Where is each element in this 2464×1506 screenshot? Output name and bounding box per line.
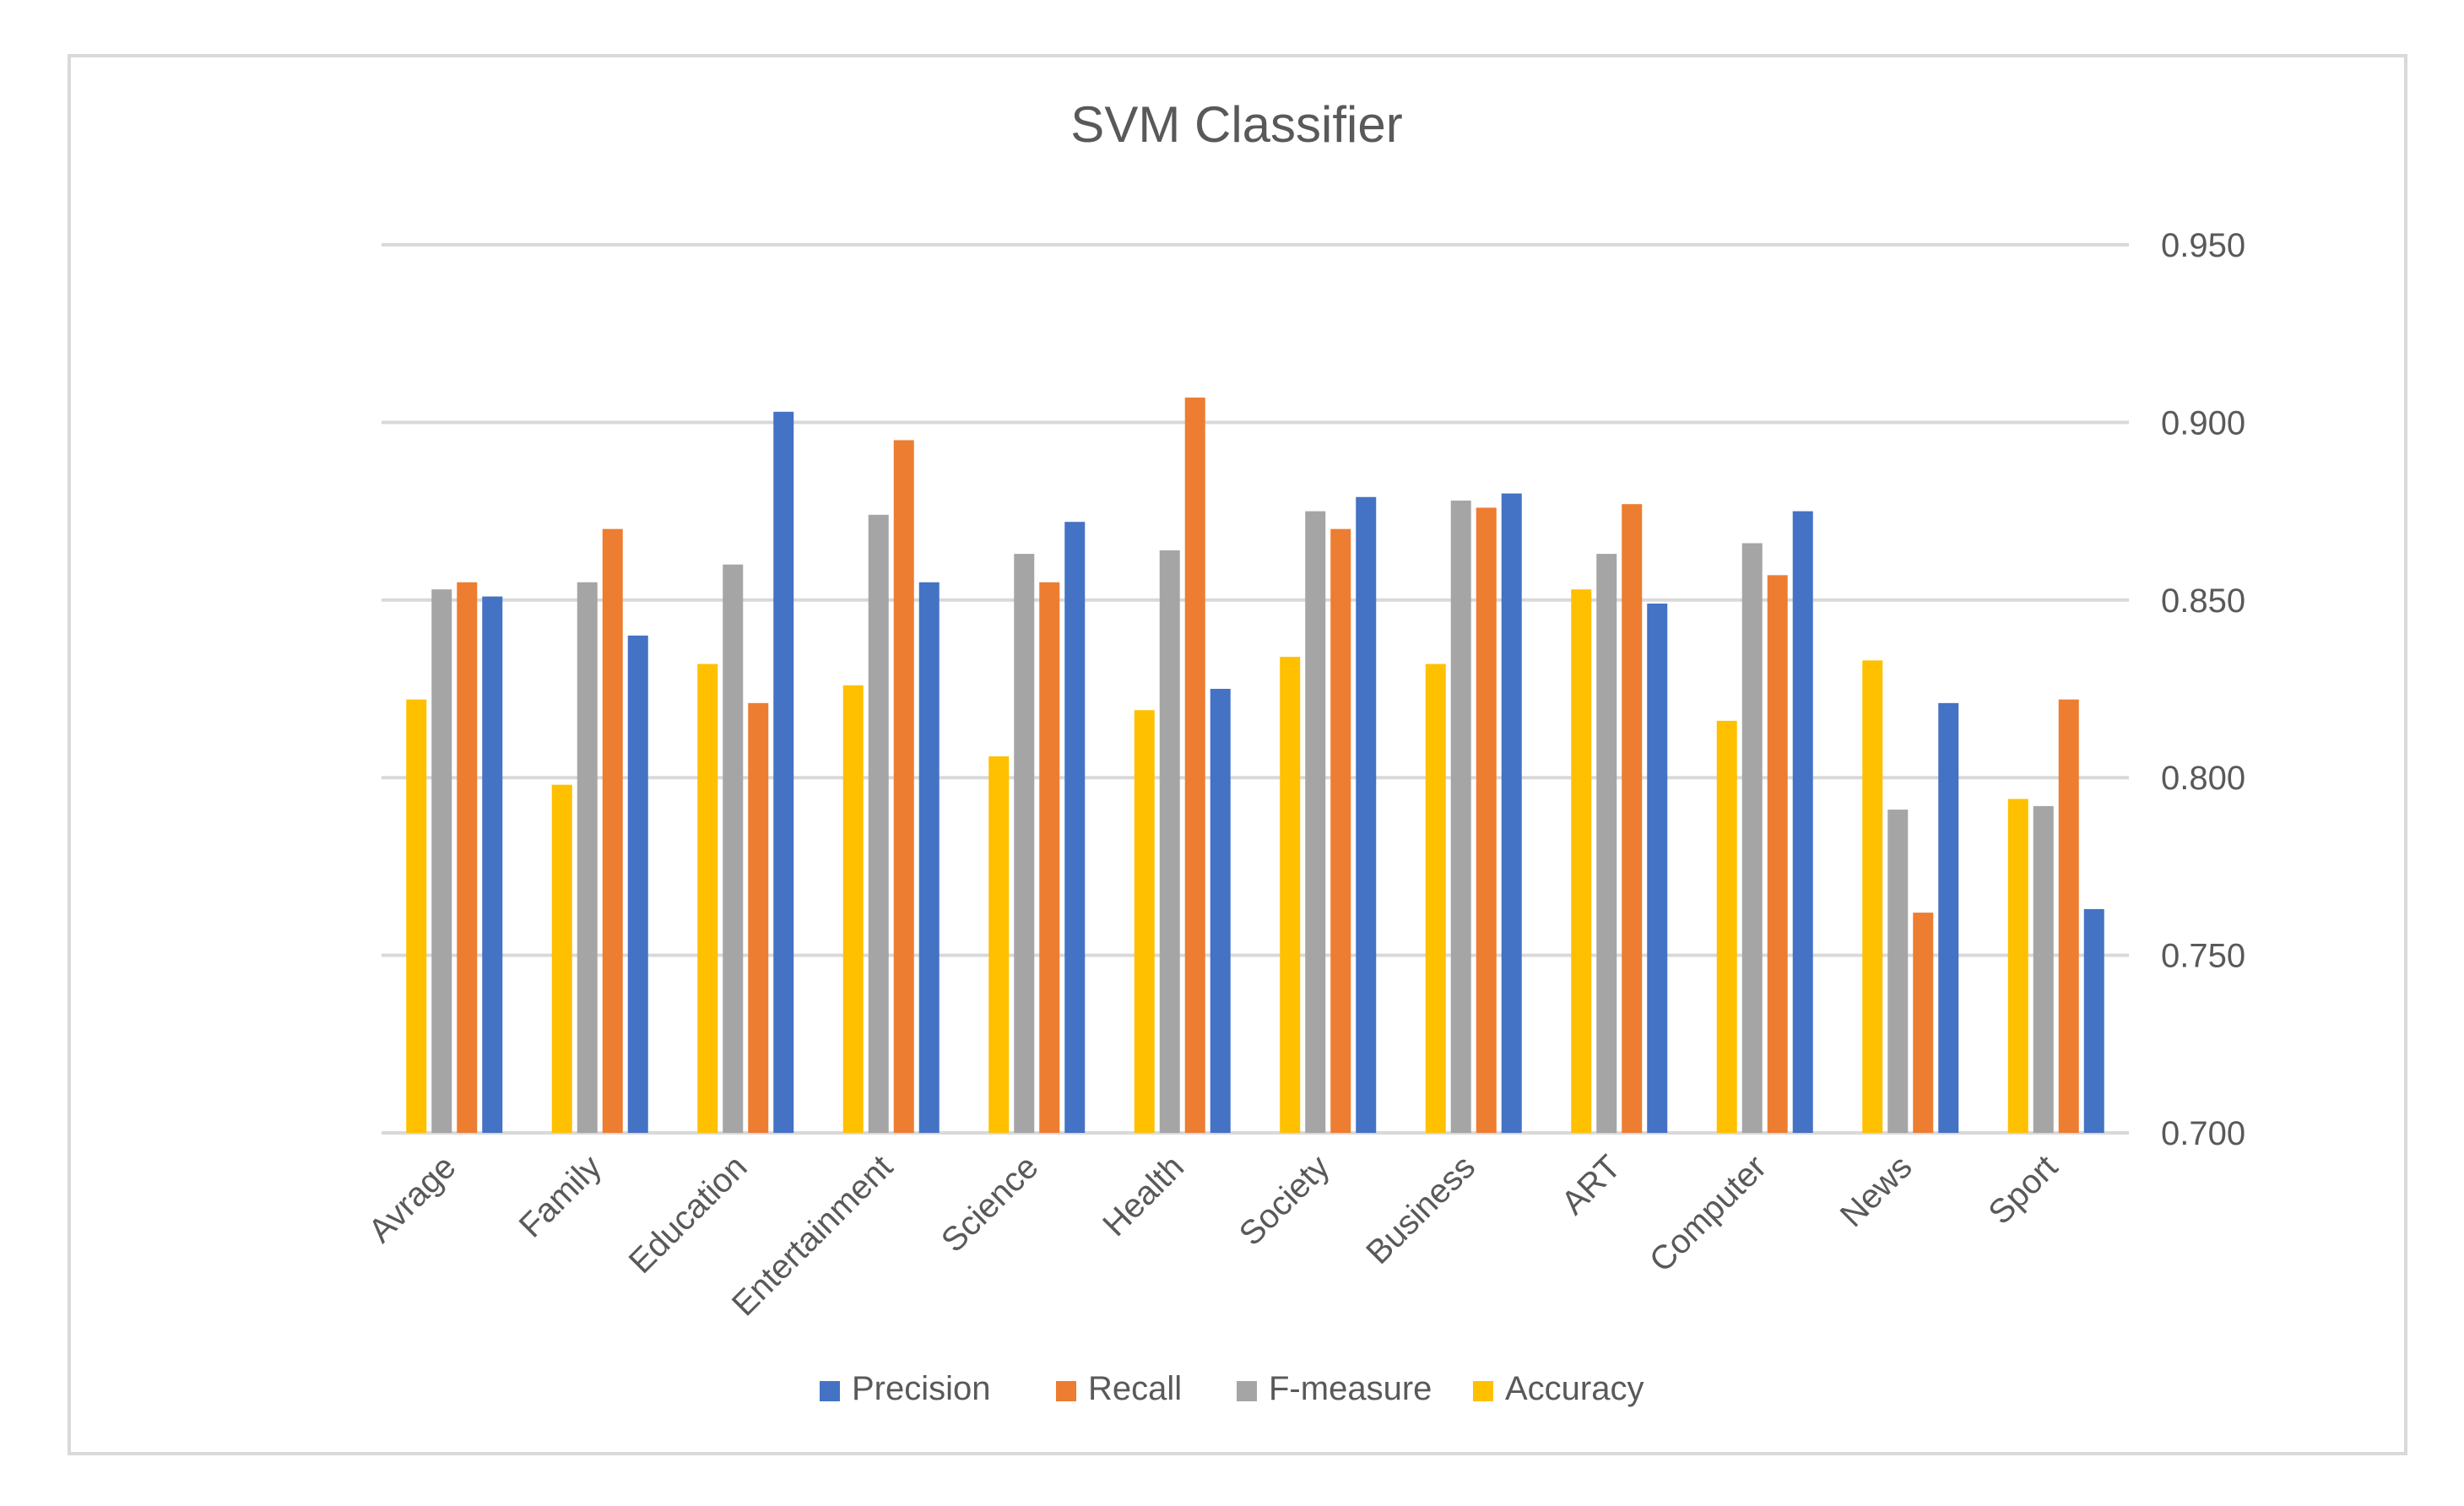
bar-accuracy-news — [1862, 660, 1883, 1133]
legend-label-accuracy: Accuracy — [1505, 1370, 1644, 1407]
bar-accuracy-health — [1134, 710, 1155, 1133]
bar-accuracy-art — [1571, 589, 1592, 1133]
bar-f-measure-entertainment — [868, 514, 889, 1133]
bar-accuracy-society — [1280, 657, 1301, 1133]
legend-label-f-measure: F-measure — [1269, 1370, 1432, 1407]
bar-precision-art — [1647, 604, 1668, 1133]
x-category-label: Computer — [1643, 1148, 1774, 1279]
y-tick-label: 0.900 — [2161, 404, 2245, 442]
bar-recall-art — [1622, 504, 1643, 1133]
x-category-label: Society — [1232, 1148, 1337, 1253]
bar-precision-avrage — [482, 596, 503, 1133]
bar-precision-business — [1501, 493, 1522, 1133]
bar-accuracy-avrage — [406, 699, 427, 1133]
bar-recall-family — [602, 528, 623, 1133]
bar-precision-entertainment — [918, 582, 940, 1133]
y-tick-label: 0.800 — [2161, 760, 2245, 797]
bar-precision-sport — [2083, 908, 2104, 1133]
gridlines — [382, 243, 2129, 1135]
bar-f-measure-science — [1014, 554, 1035, 1133]
bar-f-measure-health — [1159, 550, 1180, 1133]
bar-f-measure-business — [1450, 500, 1471, 1133]
bar-precision-family — [627, 635, 648, 1133]
x-category-label: ART — [1554, 1148, 1627, 1222]
bar-recall-health — [1184, 397, 1205, 1134]
bar-precision-computer — [1792, 511, 1813, 1133]
x-category-label: Business — [1359, 1148, 1482, 1271]
bar-f-measure-society — [1305, 511, 1326, 1133]
bar-precision-education — [773, 411, 794, 1133]
legend-label-recall: Recall — [1088, 1370, 1182, 1407]
bar-f-measure-avrage — [431, 589, 452, 1133]
bar-f-measure-sport — [2033, 805, 2054, 1133]
x-category-label: Avrage — [361, 1148, 463, 1249]
x-category-label: News — [1833, 1148, 1920, 1234]
chart-title: SVM Classifier — [1070, 96, 1402, 153]
legend: Precision Recall F-measure Accuracy — [820, 1370, 1644, 1407]
bar-recall-entertainment — [893, 440, 914, 1133]
bar-accuracy-education — [697, 664, 718, 1133]
bar-recall-science — [1039, 582, 1060, 1133]
legend-swatch-recall — [1056, 1381, 1076, 1401]
y-axis-ticks: 0.700 0.750 0.800 0.850 0.900 0.950 — [2161, 227, 2245, 1152]
bar-accuracy-entertainment — [842, 685, 864, 1133]
bar-f-measure-computer — [1741, 543, 1763, 1133]
bar-precision-health — [1210, 689, 1231, 1133]
bar-accuracy-family — [551, 784, 572, 1133]
bar-accuracy-computer — [1716, 720, 1737, 1133]
bar-recall-business — [1476, 507, 1497, 1133]
bar-recall-news — [1913, 913, 1934, 1133]
x-category-label: Family — [512, 1148, 609, 1244]
bar-f-measure-news — [1887, 810, 1909, 1133]
bar-f-measure-family — [577, 582, 598, 1133]
bars — [406, 397, 2104, 1134]
bar-recall-education — [748, 702, 769, 1133]
legend-swatch-accuracy — [1473, 1381, 1493, 1401]
bar-precision-society — [1356, 496, 1377, 1133]
x-category-label: Education — [622, 1148, 755, 1281]
legend-swatch-f-measure — [1237, 1381, 1257, 1401]
y-tick-label: 0.850 — [2161, 582, 2245, 620]
y-tick-label: 0.750 — [2161, 938, 2245, 975]
legend-swatch-precision — [820, 1381, 840, 1401]
y-tick-label: 0.950 — [2161, 227, 2245, 264]
legend-label-precision: Precision — [852, 1370, 991, 1407]
bar-accuracy-science — [988, 756, 1010, 1133]
bar-recall-sport — [2058, 699, 2079, 1133]
bar-precision-science — [1064, 522, 1086, 1133]
bar-accuracy-business — [1425, 664, 1446, 1133]
bar-recall-computer — [1767, 575, 1788, 1133]
x-category-label: Health — [1096, 1148, 1191, 1243]
bar-f-measure-art — [1596, 554, 1617, 1133]
bar-precision-news — [1938, 702, 1959, 1133]
bar-recall-avrage — [457, 582, 478, 1133]
bar-accuracy-sport — [2007, 799, 2028, 1133]
bar-recall-society — [1330, 528, 1351, 1133]
bar-f-measure-education — [723, 564, 744, 1133]
x-category-label: Sport — [1981, 1148, 2065, 1232]
y-tick-label: 0.700 — [2161, 1115, 2245, 1152]
x-category-label: Science — [934, 1148, 1046, 1260]
